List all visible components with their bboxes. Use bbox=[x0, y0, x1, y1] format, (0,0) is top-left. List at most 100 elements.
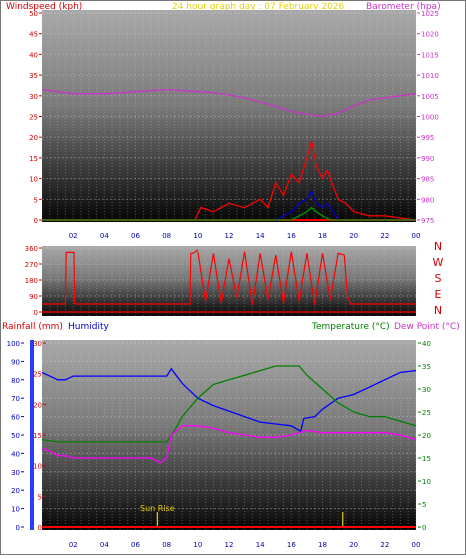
rainfall-tick: 25 bbox=[33, 371, 42, 379]
humidity-line bbox=[41, 367, 417, 433]
direction-tick: 90 bbox=[29, 293, 38, 301]
wind-gust-line bbox=[42, 141, 417, 221]
compass-label: S bbox=[435, 272, 442, 285]
temperature-tick: 25 bbox=[422, 409, 431, 417]
barometer-axis-label: Barometer (hpa) bbox=[366, 2, 441, 12]
rainfall-axis-label: Rainfall (mm) bbox=[2, 322, 63, 332]
compass-label: N bbox=[434, 240, 442, 253]
wind-panel-hour-labels: 02 04 06 08 10 12 14 16 18 20 22 00 bbox=[69, 232, 421, 240]
rainfall-tick: 30 bbox=[33, 340, 42, 348]
windspeed-tick: 10 bbox=[29, 176, 38, 184]
humidity-tick: 80 bbox=[11, 377, 20, 385]
temperature-line bbox=[41, 365, 417, 443]
humidity-tick: 100 bbox=[7, 340, 20, 348]
temperature-tick: 15 bbox=[422, 455, 431, 463]
wind-direction-line bbox=[74, 249, 199, 305]
direction-tick: 180 bbox=[25, 277, 38, 285]
dew-point-line bbox=[41, 425, 417, 464]
wind-panel-grid bbox=[41, 10, 417, 222]
chart-title: 24 hour graph day : 07 February 2026 bbox=[172, 2, 345, 12]
rainfall-tick: 0 bbox=[38, 524, 42, 532]
hour-tick-label: 06 bbox=[131, 232, 140, 240]
compass-label: E bbox=[435, 288, 442, 301]
humidity-tick: 10 bbox=[11, 506, 20, 514]
direction-tick: 0 bbox=[34, 309, 38, 317]
sun-markers: Sun Rise bbox=[140, 504, 344, 527]
hour-tick-label: 20 bbox=[349, 232, 358, 240]
hour-tick-label: 12 bbox=[225, 232, 234, 240]
hour-tick-label: 14 bbox=[256, 541, 265, 549]
direction-tick: 270 bbox=[25, 261, 38, 269]
rainfall-tick: 5 bbox=[38, 493, 42, 501]
wind-panel-background bbox=[42, 10, 416, 222]
wind-direction-line bbox=[197, 251, 345, 305]
barometer-tick: 1020 bbox=[421, 31, 439, 39]
humidity-tick: 40 bbox=[11, 450, 20, 458]
windspeed-tick: 35 bbox=[29, 72, 38, 80]
humidity-tick: 50 bbox=[11, 432, 20, 440]
temperature-tick: 40 bbox=[422, 340, 431, 348]
wind-panel-series bbox=[41, 88, 417, 221]
barometer-tick: 975 bbox=[421, 217, 434, 225]
windspeed-tick: 5 bbox=[34, 196, 38, 204]
rainfall-tick: 20 bbox=[33, 401, 42, 409]
windspeed-axis-label: Windspeed (kph) bbox=[6, 2, 82, 12]
hour-tick-label: 12 bbox=[225, 541, 234, 549]
compass-label: N bbox=[434, 304, 442, 317]
hour-tick-label: 10 bbox=[193, 541, 202, 549]
hour-tick-label: 10 bbox=[193, 232, 202, 240]
hour-tick-label: 00 bbox=[412, 232, 421, 240]
temperature-tick: 30 bbox=[422, 386, 431, 394]
rainfall-tick: 15 bbox=[33, 432, 42, 440]
windspeed-tick: 15 bbox=[29, 155, 38, 163]
hour-tick-label: 04 bbox=[100, 541, 109, 549]
humidity-tick: 90 bbox=[11, 358, 20, 366]
hour-tick-label: 08 bbox=[162, 232, 171, 240]
rainfall-tick: 10 bbox=[33, 463, 42, 471]
temperature-axis-label: Temperature (°C) bbox=[311, 322, 390, 332]
hour-tick-label: 18 bbox=[318, 232, 327, 240]
hour-tick-label: 22 bbox=[380, 232, 389, 240]
barometer-line bbox=[41, 88, 417, 118]
hour-tick-label: 08 bbox=[162, 541, 171, 549]
hour-tick-label: 02 bbox=[69, 232, 78, 240]
compass-label: W bbox=[433, 256, 444, 269]
barometer-tick: 985 bbox=[421, 176, 434, 184]
climate-panel-hour-labels: 02 04 06 08 10 12 14 16 18 20 22 00 bbox=[69, 541, 421, 549]
windspeed-tick: 25 bbox=[29, 114, 38, 122]
windspeed-tick: 30 bbox=[29, 93, 38, 101]
windspeed-tick: 40 bbox=[29, 51, 38, 59]
humidity-axis-label: Humidity bbox=[68, 322, 109, 332]
hour-tick-label: 04 bbox=[100, 232, 109, 240]
windspeed-tick-labels: 0 5 10 15 20 25 30 35 40 45 50 bbox=[29, 10, 42, 225]
barometer-tick: 1000 bbox=[421, 114, 439, 122]
hour-tick-label: 16 bbox=[287, 232, 296, 240]
wind-direction-line bbox=[343, 255, 416, 305]
windspeed-tick: 20 bbox=[29, 134, 38, 142]
direction-tick-labels: 0 90 180 270 360 bbox=[25, 245, 42, 317]
hour-tick-label: 22 bbox=[380, 541, 389, 549]
hour-tick-label: 00 bbox=[412, 541, 421, 549]
sun-rise-label: Sun Rise bbox=[140, 504, 175, 513]
barometer-tick: 995 bbox=[421, 134, 434, 142]
hour-tick-label: 02 bbox=[69, 541, 78, 549]
direction-panel-series bbox=[42, 249, 416, 313]
humidity-tick: 0 bbox=[16, 524, 20, 532]
hour-tick-label: 16 bbox=[287, 541, 296, 549]
barometer-tick-labels: 975 980 985 990 995 1000 1005 1010 1015 1020 1025 bbox=[417, 10, 439, 225]
temperature-tick-labels: 0 5 10 15 20 25 30 35 40 bbox=[418, 340, 431, 532]
temperature-tick: 20 bbox=[422, 432, 431, 440]
windspeed-tick: 50 bbox=[29, 10, 38, 18]
temperature-tick: 35 bbox=[422, 363, 431, 371]
direction-tick: 360 bbox=[25, 245, 38, 253]
climate-panel-background bbox=[42, 340, 416, 530]
rain-scale-bar bbox=[30, 340, 34, 530]
wind-speed-line bbox=[42, 189, 416, 221]
hour-tick-label: 06 bbox=[131, 541, 140, 549]
temperature-tick: 0 bbox=[422, 524, 426, 532]
direction-panel-background bbox=[42, 246, 416, 316]
barometer-tick: 1005 bbox=[421, 93, 439, 101]
humidity-tick: 70 bbox=[11, 395, 20, 403]
